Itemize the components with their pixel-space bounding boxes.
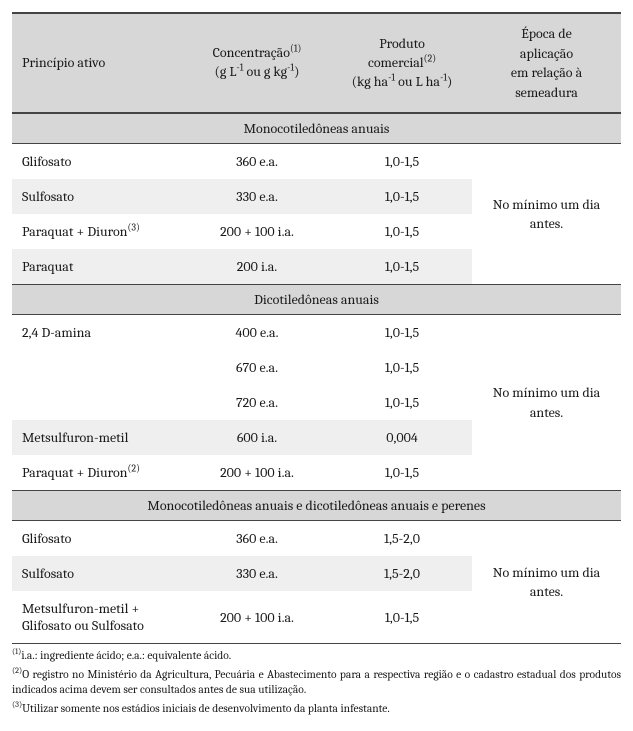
cell-principio: Metsulfuron-metil bbox=[12, 420, 182, 455]
section-title: Monocotiledôneas anuais bbox=[12, 113, 621, 144]
herbicide-table: Princípio ativo Concentração(1)(g L-1 ou… bbox=[12, 12, 621, 643]
cell-epoca: No mínimo um dia antes. bbox=[472, 521, 621, 644]
cell-concentracao: 200 + 100 i.a. bbox=[182, 455, 332, 491]
cell-concentracao: 400 e.a. bbox=[182, 315, 332, 351]
cell-principio: Glifosato bbox=[12, 521, 182, 557]
cell-principio: 2,4 D-amina bbox=[12, 315, 182, 351]
cell-concentracao: 200 + 100 i.a. bbox=[182, 214, 332, 249]
table-body: Monocotiledôneas anuaisGlifosato360 e.a.… bbox=[12, 113, 621, 643]
cell-principio: Glifosato bbox=[12, 144, 182, 180]
cell-principio: Sulfosato bbox=[12, 556, 182, 591]
cell-produto: 1,0-1,5 bbox=[332, 179, 472, 214]
cell-concentracao: 330 e.a. bbox=[182, 179, 332, 214]
cell-principio bbox=[12, 350, 182, 385]
cell-principio: Paraquat bbox=[12, 249, 182, 285]
section-title-row: Dicotiledôneas anuais bbox=[12, 285, 621, 315]
cell-produto: 1,0-1,5 bbox=[332, 385, 472, 420]
footnote: (1)i.a.: ingrediente ácido; e.a.: equiva… bbox=[12, 648, 621, 664]
cell-produto: 1,0-1,5 bbox=[332, 249, 472, 285]
cell-principio: Sulfosato bbox=[12, 179, 182, 214]
cell-produto: 1,5-2,0 bbox=[332, 556, 472, 591]
cell-produto: 1,0-1,5 bbox=[332, 214, 472, 249]
footnote: (3)Utilizar somente nos estádios iniciai… bbox=[12, 701, 621, 717]
cell-principio: Paraquat + Diuron(3) bbox=[12, 214, 182, 249]
cell-concentracao: 360 e.a. bbox=[182, 521, 332, 557]
cell-produto: 0,004 bbox=[332, 420, 472, 455]
cell-epoca: No mínimo um dia antes. bbox=[472, 144, 621, 285]
cell-concentracao: 200 + 100 i.a. bbox=[182, 591, 332, 643]
cell-epoca: No mínimo um dia antes. bbox=[472, 315, 621, 491]
col-header-produto: Produtocomercial(2)(kg ha-1 ou L ha-1) bbox=[332, 13, 472, 113]
cell-concentracao: 360 e.a. bbox=[182, 144, 332, 180]
cell-concentracao: 600 i.a. bbox=[182, 420, 332, 455]
cell-produto: 1,5-2,0 bbox=[332, 521, 472, 557]
footnote: (2)O registro no Ministério da Agricultu… bbox=[12, 667, 621, 698]
cell-principio: Metsulfuron-metil +Glifosato ou Sulfosat… bbox=[12, 591, 182, 643]
cell-produto: 1,0-1,5 bbox=[332, 350, 472, 385]
section-title: Dicotiledôneas anuais bbox=[12, 285, 621, 315]
col-header-epoca: Época deaplicaçãoem relação àsemeadura bbox=[472, 13, 621, 113]
table-row: 2,4 D-amina400 e.a.1,0-1,5No mínimo um d… bbox=[12, 315, 621, 351]
header-row: Princípio ativo Concentração(1)(g L-1 ou… bbox=[12, 13, 621, 113]
cell-concentracao: 670 e.a. bbox=[182, 350, 332, 385]
col-header-concentracao: Concentração(1)(g L-1 ou g kg-1) bbox=[182, 13, 332, 113]
footnotes: (1)i.a.: ingrediente ácido; e.a.: equiva… bbox=[12, 643, 621, 716]
section-title: Monocotiledôneas anuais e dicotiledôneas… bbox=[12, 491, 621, 521]
cell-concentracao: 330 e.a. bbox=[182, 556, 332, 591]
cell-produto: 1,0-1,5 bbox=[332, 144, 472, 180]
table-row: Glifosato360 e.a.1,0-1,5No mínimo um dia… bbox=[12, 144, 621, 180]
cell-produto: 1,0-1,5 bbox=[332, 315, 472, 351]
col-header-principio: Princípio ativo bbox=[12, 13, 182, 113]
cell-concentracao: 200 i.a. bbox=[182, 249, 332, 285]
cell-concentracao: 720 e.a. bbox=[182, 385, 332, 420]
section-title-row: Monocotiledôneas anuais e dicotiledôneas… bbox=[12, 491, 621, 521]
table-row: Glifosato360 e.a.1,5-2,0No mínimo um dia… bbox=[12, 521, 621, 557]
cell-principio: Paraquat + Diuron(2) bbox=[12, 455, 182, 491]
cell-produto: 1,0-1,5 bbox=[332, 591, 472, 643]
cell-principio bbox=[12, 385, 182, 420]
cell-produto: 1,0-1,5 bbox=[332, 455, 472, 491]
section-title-row: Monocotiledôneas anuais bbox=[12, 113, 621, 144]
